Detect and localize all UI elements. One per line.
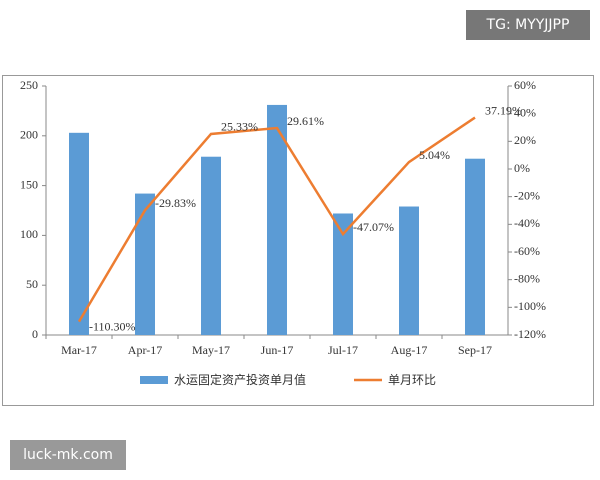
- y2-tick-label: -40%: [514, 216, 540, 230]
- data-label: -110.30%: [89, 319, 136, 333]
- y2-tick-label: 20%: [514, 133, 536, 147]
- y2-tick-label: 0%: [514, 161, 530, 175]
- x-tick-label: Aug-17: [391, 343, 428, 357]
- bar: [267, 104, 287, 335]
- bar: [399, 206, 419, 335]
- y2-tick-label: 60%: [514, 78, 536, 92]
- x-tick-label: Apr-17: [128, 343, 162, 357]
- legend-swatch: [140, 376, 168, 384]
- y-tick-label: 100: [20, 227, 38, 241]
- watermark: TG: MYYJJPP: [486, 17, 570, 33]
- y-tick-label: 50: [26, 277, 38, 291]
- x-tick-label: Mar-17: [61, 343, 97, 357]
- y2-tick-label: -100%: [514, 299, 546, 313]
- data-label: 25.33%: [221, 120, 258, 134]
- x-tick-label: Jul-17: [328, 343, 358, 357]
- y-tick-label: 0: [32, 327, 38, 341]
- chart-frame: [2, 75, 594, 406]
- legend-label: 水运固定资产投资单月值: [174, 372, 306, 387]
- bar: [201, 156, 221, 335]
- legend-label: 单月环比: [388, 373, 436, 387]
- data-label: 37.19%: [485, 103, 522, 117]
- y2-tick-label: -80%: [514, 271, 540, 285]
- x-tick-label: May-17: [192, 343, 230, 357]
- bar: [135, 193, 155, 335]
- data-label: 29.61%: [287, 114, 324, 128]
- bar: [69, 132, 89, 335]
- bar: [333, 213, 353, 335]
- line: [77, 116, 476, 323]
- data-label: -29.83%: [155, 196, 196, 210]
- data-label: 5.04%: [419, 148, 450, 162]
- x-tick-label: Jun-17: [261, 343, 294, 357]
- watermark: luck-mk.com: [23, 447, 113, 463]
- y-tick-label: 200: [20, 128, 38, 142]
- x-tick-label: Sep-17: [458, 343, 492, 357]
- y2-tick-label: -60%: [514, 244, 540, 258]
- y-tick-label: 250: [20, 78, 38, 92]
- y2-tick-label: -20%: [514, 188, 540, 202]
- y2-tick-label: 40%: [514, 105, 536, 119]
- watermark-box: [10, 440, 126, 470]
- data-label: -47.07%: [353, 220, 394, 234]
- watermark-box: [466, 10, 590, 40]
- bar: [465, 158, 485, 335]
- y-tick-label: 150: [20, 177, 38, 191]
- y2-tick-label: -120%: [514, 327, 546, 341]
